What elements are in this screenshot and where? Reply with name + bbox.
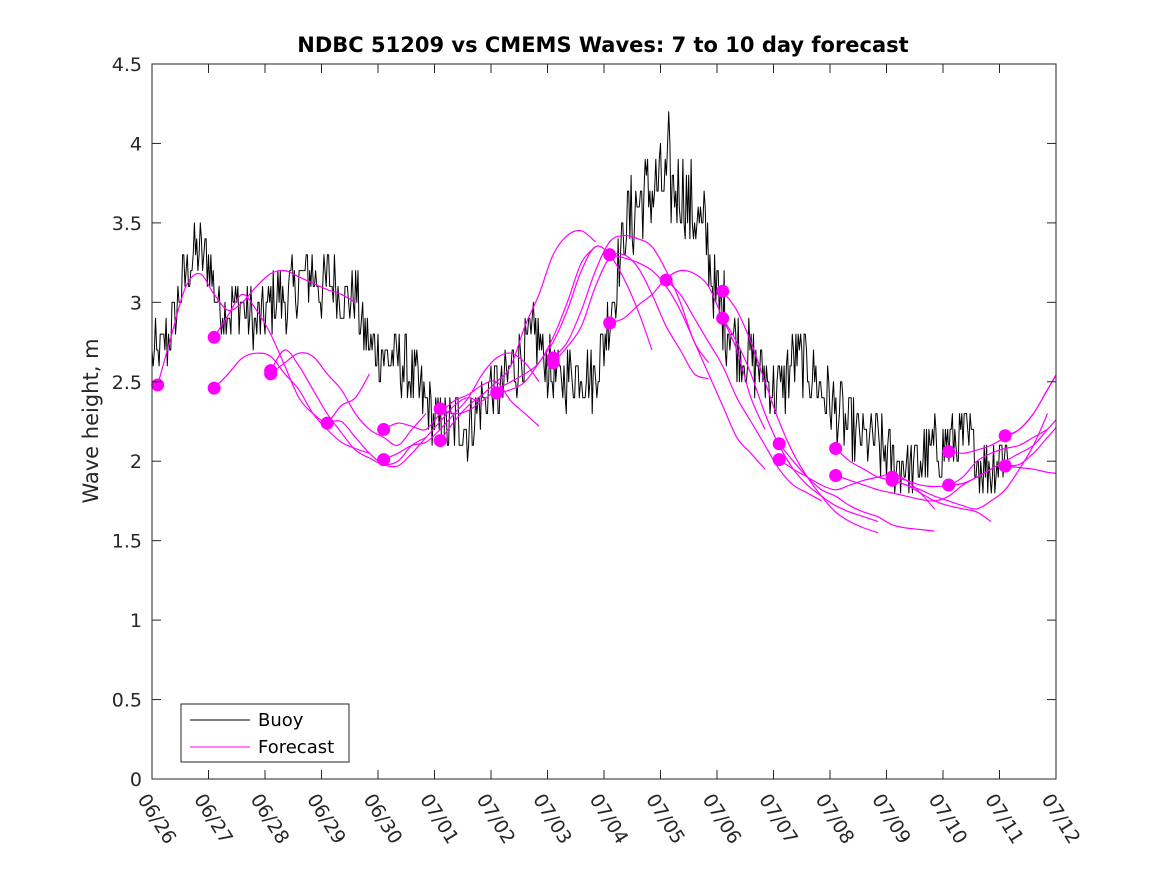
y-tick-label: 3 (130, 292, 142, 314)
forecast-start-marker-24 (942, 445, 956, 459)
x-tick-label: 07/07 (754, 790, 802, 848)
forecast-start-marker-19 (772, 453, 786, 467)
forecast-run-7 (383, 352, 540, 461)
x-tick-label: 07/06 (698, 790, 746, 848)
y-tick-label: 0 (130, 769, 142, 791)
y-tick-label: 1.5 (112, 531, 142, 553)
y-tick-label: 0.5 (112, 690, 142, 712)
forecast-run-14 (609, 269, 766, 430)
x-tick-label: 07/10 (924, 790, 972, 848)
forecast-run-9 (439, 229, 596, 441)
plot-area (152, 111, 1056, 534)
forecast-start-marker-21 (829, 469, 843, 483)
forecast-start-marker-12 (546, 351, 560, 365)
forecast-start-marker-18 (772, 437, 786, 451)
forecast-start-marker-2 (207, 381, 221, 395)
forecast-run-27 (1005, 426, 1056, 467)
plot-data (151, 111, 1056, 534)
forecast-start-marker-13 (603, 248, 617, 262)
forecast-start-marker-17 (716, 311, 730, 325)
forecast-start-marker-7 (377, 453, 391, 467)
x-tick-label: 07/05 (641, 790, 689, 848)
x-tick-label: 07/04 (585, 790, 633, 848)
forecast-run-28 (1005, 465, 1056, 474)
forecast-start-marker-1 (207, 330, 221, 344)
forecast-run-26 (1004, 373, 1056, 437)
forecast-start-marker-8 (433, 402, 447, 416)
x-tick-label: 06/30 (359, 790, 407, 848)
forecast-start-marker-4 (264, 364, 278, 378)
forecast-run-1 (213, 293, 371, 423)
forecast-start-marker-16 (716, 284, 730, 298)
forecast-start-marker-26 (998, 429, 1012, 443)
forecast-start-marker-15 (659, 273, 673, 287)
forecast-run-20 (835, 448, 992, 523)
forecast-start-marker-23 (885, 473, 899, 487)
forecast-start-marker-28 (998, 459, 1012, 473)
legend: Buoy Forecast (180, 703, 350, 763)
axes-box (151, 63, 1057, 780)
forecast-run-21 (835, 468, 992, 502)
y-axis-label: Wave height, m (79, 338, 103, 503)
forecast-run-5 (326, 397, 483, 468)
y-tick-label: 4.5 (112, 54, 142, 76)
forecast-run-16 (722, 290, 879, 534)
forecast-start-marker-6 (377, 422, 391, 436)
forecast-run-6 (383, 380, 540, 431)
x-tick-label: 06/29 (302, 790, 350, 848)
legend-buoy-label: Buoy (258, 710, 304, 731)
forecast-run-10 (496, 245, 653, 394)
forecast-run-4 (270, 349, 427, 466)
x-tick-label: 06/28 (246, 790, 294, 848)
x-tick-label: 07/11 (980, 790, 1028, 848)
forecast-run-17 (722, 317, 879, 523)
y-tick-label: 3.5 (112, 213, 142, 235)
x-tick-label: 06/27 (189, 790, 237, 848)
forecast-run-19 (778, 459, 935, 510)
forecast-start-marker-10 (490, 386, 504, 400)
forecast-run-2 (213, 352, 370, 454)
x-tick-label: 07/01 (415, 790, 463, 848)
y-tick-label: 2.5 (112, 372, 142, 394)
legend-forecast-label: Forecast (258, 737, 334, 758)
x-tick-label: 06/26 (133, 790, 181, 848)
x-tick-label: 07/02 (472, 790, 520, 848)
forecast-start-marker-9 (433, 434, 447, 448)
y-tick-label: 2 (130, 451, 142, 473)
forecast-run-15 (665, 279, 822, 502)
x-tick-label: 07/12 (1037, 790, 1085, 848)
forecast-run-13 (609, 254, 766, 470)
forecast-run-3 (270, 352, 427, 447)
forecast-start-marker-14 (603, 316, 617, 330)
forecast-run-11 (552, 252, 709, 380)
forecast-start-marker-20 (829, 442, 843, 456)
x-tick-label: 07/09 (867, 790, 915, 848)
x-tick-label: 07/08 (811, 790, 859, 848)
buoy-line (152, 111, 1011, 494)
x-tick-label: 07/03 (528, 790, 576, 848)
forecast-start-marker-25 (942, 478, 956, 492)
forecast-run-12 (552, 234, 709, 364)
forecast-start-marker-0 (151, 378, 165, 392)
legend-box (180, 703, 350, 763)
chart-title: NDBC 51209 vs CMEMS Waves: 7 to 10 day f… (297, 33, 908, 57)
forecast-run-8 (439, 246, 596, 415)
y-tick-label: 1 (130, 610, 142, 632)
forecast-run-0 (157, 269, 356, 386)
forecast-run-22 (891, 428, 1048, 488)
y-tick-label: 4 (130, 133, 142, 155)
forecast-start-marker-5 (320, 416, 334, 430)
